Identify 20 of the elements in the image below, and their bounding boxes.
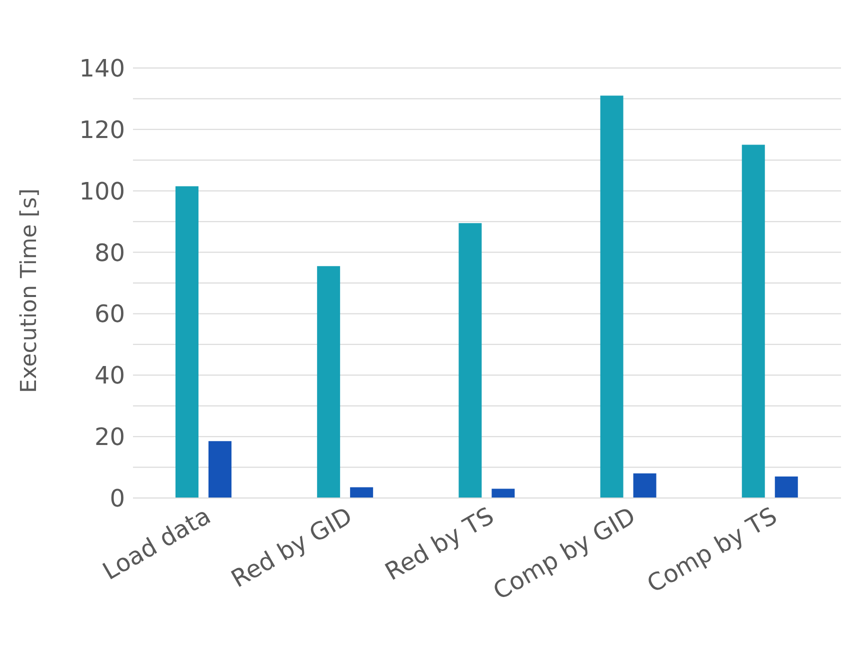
y-tick-label: 80 [94, 238, 125, 267]
y-tick-label: 100 [79, 177, 125, 206]
bar [350, 487, 374, 498]
y-tick-label: 140 [79, 54, 125, 83]
bar [600, 96, 624, 498]
y-tick-label: 0 [110, 484, 125, 513]
bar [633, 473, 656, 498]
bar [317, 266, 340, 498]
bar [208, 441, 232, 498]
y-tick-label: 20 [94, 423, 125, 452]
x-tick-label: Red by GID [226, 502, 357, 594]
bar [774, 476, 798, 498]
y-tick-label: 40 [94, 362, 125, 390]
y-tick-label: 120 [79, 116, 125, 144]
bar [458, 223, 482, 498]
y-tick-label: 60 [94, 300, 125, 328]
y-axis-title: Execution Time [s] [16, 188, 42, 393]
bar [492, 488, 515, 498]
bar [175, 186, 198, 498]
bar [742, 144, 765, 498]
